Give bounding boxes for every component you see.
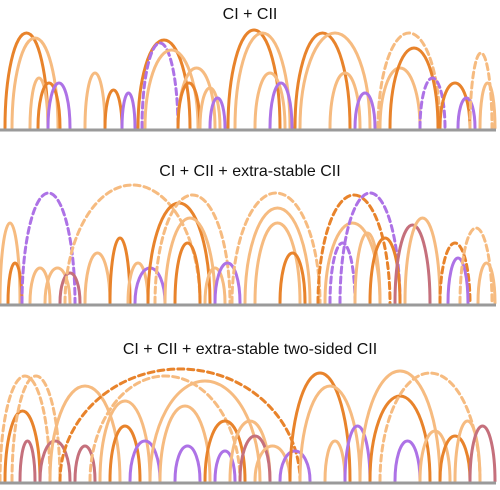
arc [58, 271, 82, 305]
arc [173, 444, 202, 483]
arc [388, 46, 440, 130]
arc [316, 193, 392, 305]
arc [230, 191, 322, 305]
arc [173, 241, 202, 305]
arc [253, 221, 302, 305]
arc [43, 266, 72, 305]
arc [108, 424, 142, 483]
arc [453, 419, 482, 483]
arc [253, 444, 292, 483]
arc [478, 81, 497, 130]
arc [28, 266, 52, 305]
arc [98, 399, 152, 483]
arc [328, 241, 357, 305]
arc [208, 96, 227, 130]
arc [278, 251, 307, 305]
arc [418, 76, 447, 130]
arc [28, 76, 50, 130]
arc [298, 384, 362, 483]
arc [268, 81, 294, 130]
arc [456, 96, 477, 130]
arc [378, 66, 422, 130]
arc [476, 261, 497, 305]
arc [83, 71, 107, 130]
arc [233, 31, 292, 130]
arc [253, 71, 287, 130]
arc [140, 41, 180, 130]
arc [243, 206, 312, 305]
arc [343, 424, 372, 483]
arc [468, 51, 494, 130]
arc [136, 38, 192, 130]
arc [468, 424, 497, 483]
arc [238, 434, 272, 483]
arc [88, 374, 242, 483]
arc [293, 31, 352, 130]
arc [58, 367, 302, 483]
arc [438, 81, 472, 130]
arc [103, 88, 124, 130]
arc [176, 81, 202, 130]
arc [376, 31, 442, 130]
arc [338, 191, 402, 305]
arc [393, 439, 422, 483]
arc [163, 216, 217, 305]
arc [438, 241, 472, 305]
arc [213, 449, 237, 483]
arc [38, 439, 72, 483]
panel-title: CI + CII [223, 6, 278, 23]
arc [3, 409, 42, 483]
arc [323, 439, 347, 483]
panel-title: CI + CII + extra-stable CII [159, 163, 340, 180]
arc [393, 223, 432, 305]
arc [83, 251, 112, 305]
panel-title: CI + CII + extra-stable two-sided CII [123, 341, 377, 358]
arc [203, 266, 227, 305]
arc [73, 444, 97, 483]
arc [10, 374, 62, 483]
arc [36, 81, 62, 130]
arc [368, 236, 402, 305]
arc [158, 404, 212, 483]
arc [0, 374, 52, 483]
arc [298, 31, 372, 130]
arc [446, 256, 470, 305]
arc [198, 86, 222, 130]
arc [108, 236, 132, 305]
arc [120, 91, 137, 130]
arc [128, 439, 162, 483]
arc [278, 449, 312, 483]
arc [403, 216, 442, 305]
arc [353, 91, 377, 130]
arc [288, 371, 352, 483]
arc [46, 81, 72, 130]
arc [18, 439, 37, 483]
arc [153, 193, 232, 305]
arc [438, 434, 472, 483]
arc [418, 429, 452, 483]
arc [353, 231, 382, 305]
arc [213, 261, 242, 305]
